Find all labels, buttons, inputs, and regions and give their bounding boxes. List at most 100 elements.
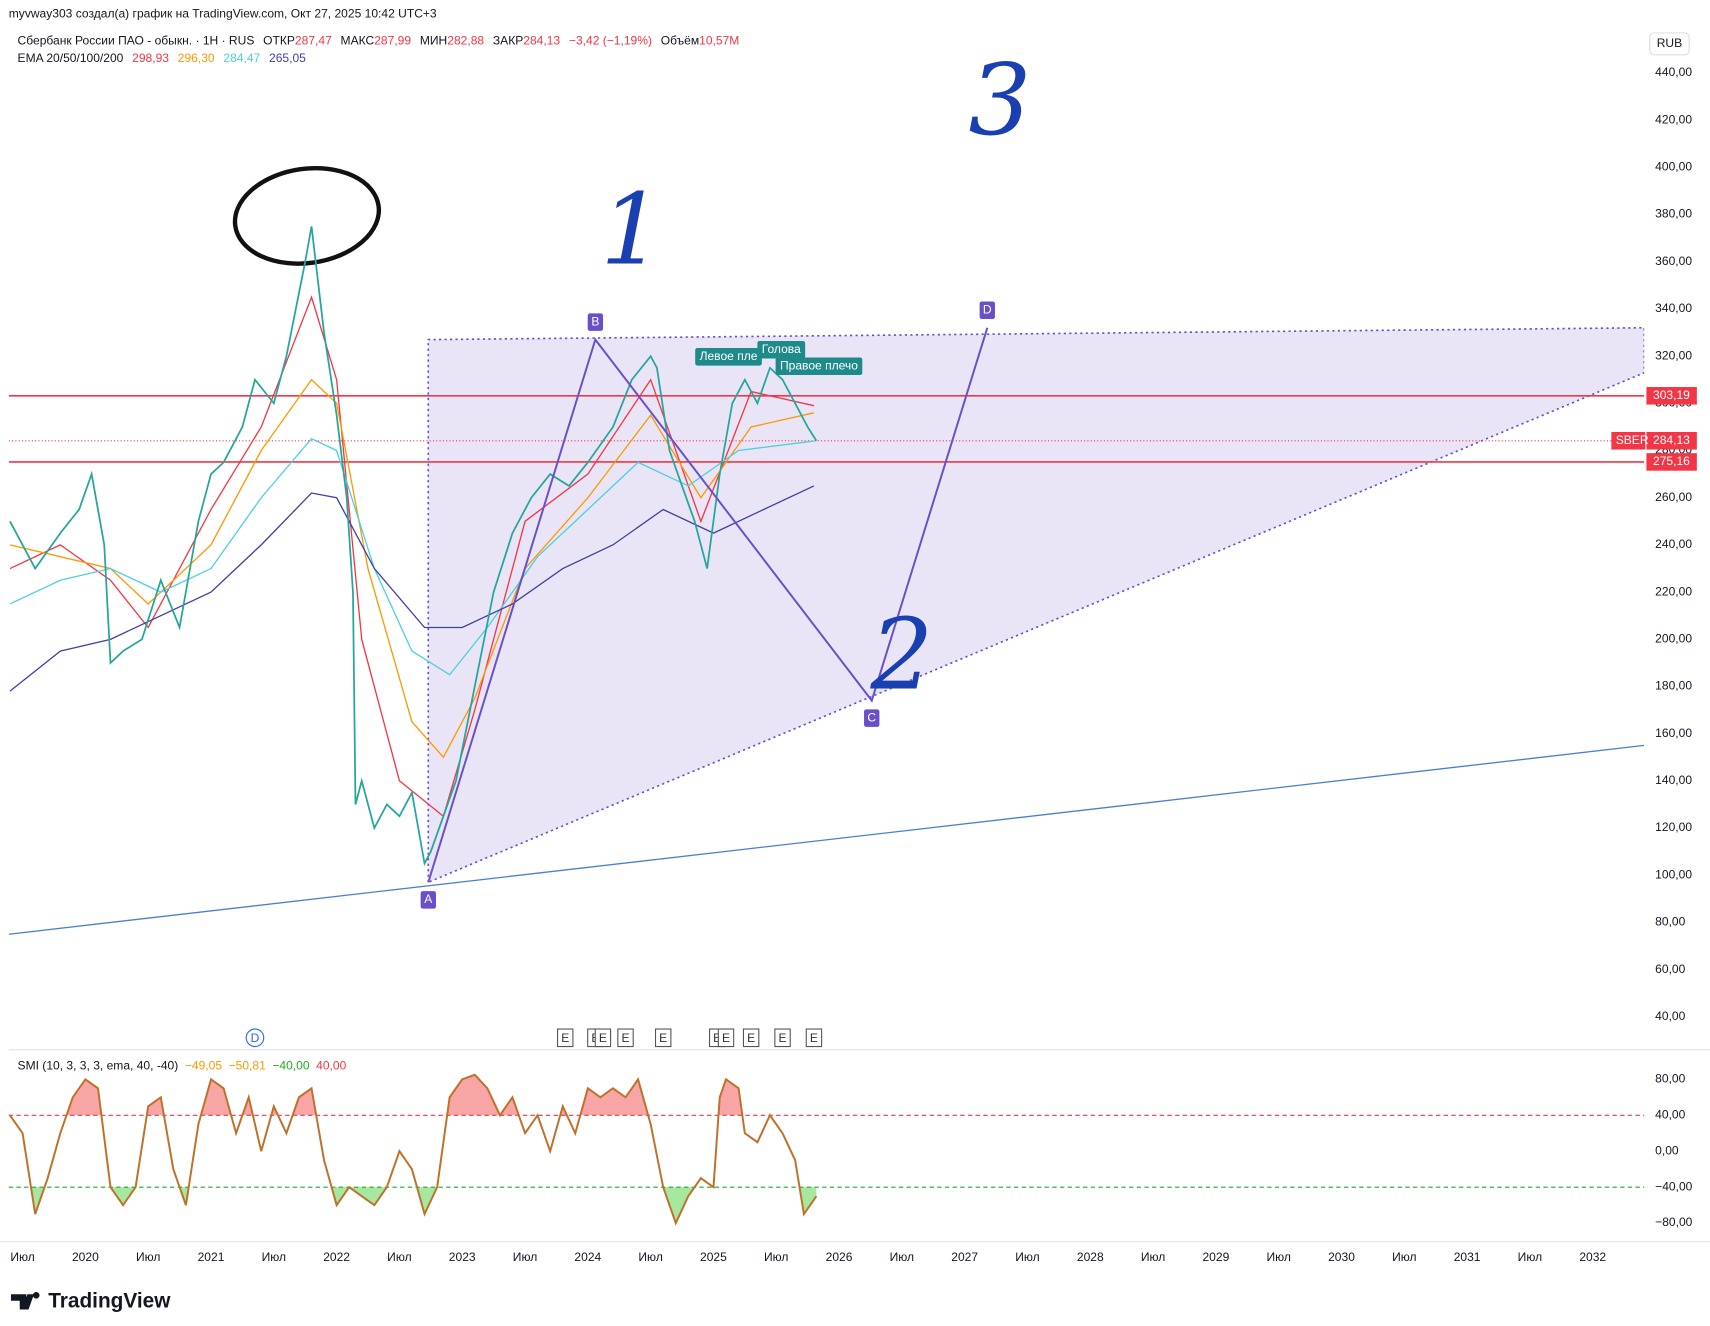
y-tick-label: 400,00 [1655, 160, 1692, 174]
brand-name: TradingView [48, 1289, 171, 1312]
price-pane [8, 226, 1645, 935]
event-icon [557, 1028, 574, 1048]
hs-label: Правое плечо [780, 358, 858, 372]
x-tick-label: 2029 [1202, 1250, 1229, 1264]
hand-annotation: 1 [600, 173, 663, 288]
smi-tick-label: 40,00 [1655, 1107, 1685, 1121]
x-tick-label: 2023 [449, 1250, 476, 1264]
y-tick-label: 320,00 [1655, 348, 1692, 362]
ema-line [9, 485, 815, 692]
event-icon [617, 1028, 634, 1048]
x-tick-label: 2024 [574, 1250, 601, 1264]
x-tick-label: 2031 [1454, 1250, 1481, 1264]
ohlc-label: ЗАКР [493, 34, 523, 48]
x-tick-label: Июл [1518, 1250, 1542, 1264]
x-tick-label: 2022 [323, 1250, 350, 1264]
event-icon [742, 1028, 760, 1048]
last-price-label: 284,13 [1653, 433, 1690, 447]
symbol-title: Сбербанк России ПАО - обыкн. · 1H · RUS [18, 34, 255, 48]
currency-box[interactable] [1649, 32, 1690, 56]
event-icon [594, 1028, 612, 1048]
legend-entry: 284,47 [223, 51, 260, 65]
y-tick-label: 220,00 [1655, 584, 1692, 598]
event-label: E [599, 1031, 607, 1045]
x-tick-label: Июл [513, 1250, 537, 1264]
x-tick-label: Июл [387, 1250, 411, 1264]
legend-line: Сбербанк России ПАО - обыкн. · 1H · RUS О… [18, 34, 740, 48]
hs-label: Левое пле [700, 349, 758, 363]
symbol-label: SBER [1616, 433, 1649, 447]
ohlc-label: ОТКР [263, 34, 295, 48]
event-icon [654, 1028, 672, 1048]
ema-line [9, 437, 814, 676]
event-label: E [810, 1031, 818, 1045]
brand-logo [10, 1292, 40, 1310]
event-icon [717, 1028, 735, 1048]
ohlc-label: МИН [420, 34, 447, 48]
event-icon [774, 1028, 791, 1048]
x-tick-label: Июл [638, 1250, 662, 1264]
ema-line [9, 295, 815, 818]
ema-line [9, 378, 815, 759]
y-tick-label: 440,00 [1655, 65, 1692, 79]
x-tick-label: 2021 [198, 1250, 225, 1264]
x-tick-label: Июл [10, 1250, 34, 1264]
y-tick-label: 160,00 [1655, 726, 1692, 740]
smi-upper-fill [9, 1074, 770, 1116]
smi-line [9, 1073, 818, 1226]
x-tick-label: 2025 [700, 1250, 727, 1264]
hs-tag [775, 357, 863, 376]
legend-line: EMA 20/50/100/200 298,93 296,30 284,47 265,0… [18, 51, 307, 65]
x-tick-label: 2030 [1328, 1250, 1355, 1264]
event-label: E [713, 1031, 721, 1045]
event-label: E [659, 1031, 667, 1045]
x-tick-label: 2020 [72, 1250, 99, 1264]
pattern-point [420, 891, 436, 909]
legend-entry: 265,05 [269, 51, 306, 65]
event-icon [805, 1028, 823, 1048]
x-tick-label: 2032 [1579, 1250, 1606, 1264]
event-label: D [251, 1031, 260, 1045]
level-label: 275,16 [1653, 454, 1690, 468]
volume-value: 10,57M [699, 34, 739, 48]
ema-title: EMA 20/50/100/200 [18, 51, 124, 65]
x-tick-label: Июл [1141, 1250, 1165, 1264]
x-tick-label: Июл [136, 1250, 160, 1264]
smi-pane [8, 1073, 1645, 1226]
pattern-label: A [424, 892, 433, 906]
smi-reading: −40,00 [272, 1058, 309, 1072]
y-tick-label: 380,00 [1655, 207, 1692, 221]
x-tick-label: 2027 [951, 1250, 978, 1264]
x-tick-label: Июл [262, 1250, 286, 1264]
brand: TradingView [10, 1289, 171, 1312]
smi-legend: SMI (10, 3, 3, 3, ema, 40, -40) −49,05 −50… [18, 1058, 347, 1072]
smi-title: SMI (10, 3, 3, 3, ema, 40, -40) [18, 1058, 179, 1072]
volume-label: Объём [661, 34, 699, 48]
smi-reading: 40,00 [316, 1058, 346, 1072]
level-tag [1646, 387, 1697, 405]
ohlc-value: 284,13 [523, 34, 560, 48]
pattern-point [864, 709, 880, 727]
event-label: E [722, 1031, 730, 1045]
x-tick-label: Июл [890, 1250, 914, 1264]
pattern-point [979, 301, 995, 320]
y-tick-label: 340,00 [1655, 301, 1692, 315]
legend-entry: 296,30 [178, 51, 215, 65]
smi-reading: −49,05 [185, 1058, 222, 1072]
y-tick-label: 420,00 [1655, 112, 1692, 126]
event-label: E [779, 1031, 787, 1045]
y-tick-label: 140,00 [1655, 773, 1692, 787]
hand-annotation: 2 [869, 597, 933, 712]
y-tick-label: 100,00 [1655, 867, 1692, 881]
smi-tick-label: 0,00 [1655, 1143, 1679, 1157]
pattern-label: C [867, 710, 876, 724]
smi-tick-label: −40,00 [1655, 1179, 1692, 1193]
y-tick-label: 240,00 [1655, 537, 1692, 551]
x-tick-label: 2028 [1077, 1250, 1104, 1264]
last-price-tag [1646, 432, 1697, 450]
event-icon [245, 1028, 265, 1048]
smi-tick-label: −80,00 [1655, 1215, 1692, 1229]
symbol-tag [1611, 432, 1646, 450]
